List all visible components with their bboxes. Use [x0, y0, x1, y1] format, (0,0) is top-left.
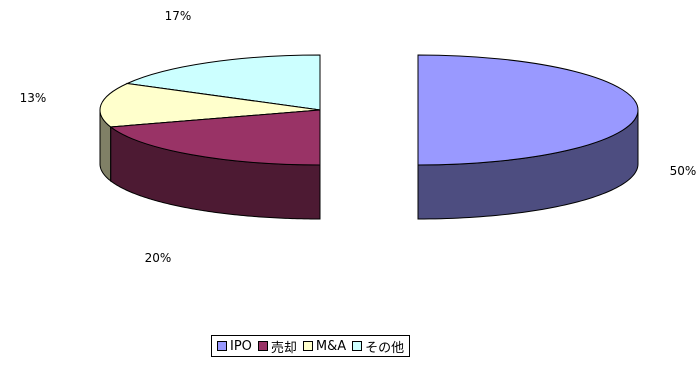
slice-ma-top [99, 82, 321, 128]
legend-item-other: その他 [352, 337, 404, 356]
data-label-ipo: 50% [670, 164, 697, 178]
legend-label-other: その他 [365, 340, 405, 356]
legend-label-sale: 売却 [270, 340, 297, 356]
legend-item-sale: 売却 [257, 337, 297, 356]
slice-sale [109, 109, 321, 220]
legend-swatch-sale [257, 341, 268, 351]
data-label-other: 17% [165, 9, 192, 23]
slice-ipo [417, 54, 639, 220]
data-label-ma: 13% [20, 91, 47, 105]
slice-other-top [125, 54, 321, 111]
legend-label-ipo: IPO [230, 338, 252, 354]
legend-swatch-other [352, 341, 363, 351]
legend-swatch-ma [302, 341, 313, 351]
legend-item-ipo: IPO [217, 339, 252, 354]
slice-ipo-top [417, 54, 639, 166]
labels-layer: 50% 20% 13% 17% [20, 9, 697, 265]
legend-item-ma: M&A [302, 338, 347, 354]
legend-swatch-ipo [217, 341, 227, 351]
chart-legend: IPO 売却 M&A その他 [211, 335, 411, 357]
slices-layer [99, 54, 639, 220]
data-label-sale: 20% [145, 251, 172, 265]
slice-sale-top [109, 109, 321, 166]
legend-label-ma: M&A [315, 338, 347, 354]
